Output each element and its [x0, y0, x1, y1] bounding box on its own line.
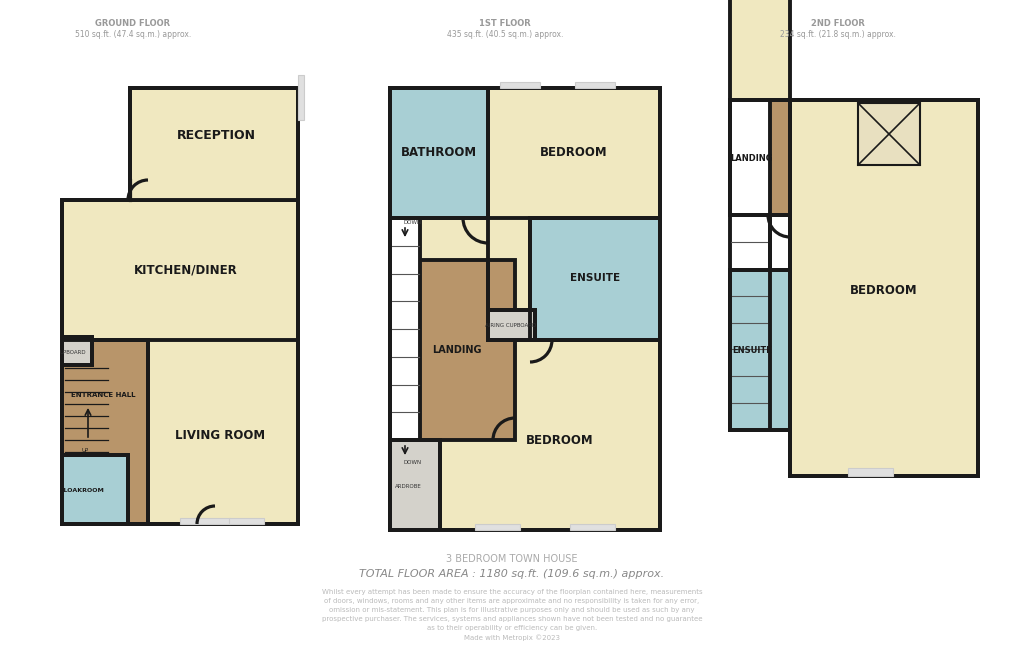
- Bar: [62, 340, 148, 524]
- Bar: [62, 340, 148, 524]
- Text: RECEPTION: RECEPTION: [176, 128, 256, 142]
- Bar: [62, 200, 298, 524]
- Bar: [390, 88, 488, 218]
- Text: KITCHEN/DINER: KITCHEN/DINER: [134, 263, 238, 277]
- Text: ENTRANCE HALL: ENTRANCE HALL: [71, 392, 135, 398]
- Bar: [62, 455, 128, 524]
- Bar: [390, 260, 515, 440]
- Bar: [130, 88, 298, 200]
- Bar: [730, 0, 790, 100]
- Bar: [488, 310, 535, 340]
- Text: BATHROOM: BATHROOM: [401, 146, 477, 158]
- Text: ARDROBE: ARDROBE: [394, 485, 421, 489]
- Text: TOTAL FLOOR AREA : 1180 sq.ft. (109.6 sq.m.) approx.: TOTAL FLOOR AREA : 1180 sq.ft. (109.6 sq…: [359, 569, 665, 579]
- Text: GROUND FLOOR: GROUND FLOOR: [95, 19, 171, 28]
- Text: BEDROOM: BEDROOM: [541, 146, 608, 158]
- Bar: [530, 218, 660, 340]
- Bar: [62, 337, 92, 365]
- Bar: [475, 524, 520, 530]
- Text: Whilst every attempt has been made to ensure the accuracy of the floorplan conta: Whilst every attempt has been made to en…: [322, 589, 702, 641]
- Text: LANDING: LANDING: [731, 154, 773, 162]
- Bar: [730, 270, 790, 430]
- Text: 234 sq.ft. (21.8 sq.m.) approx.: 234 sq.ft. (21.8 sq.m.) approx.: [780, 30, 896, 39]
- Text: DOWN: DOWN: [403, 220, 422, 224]
- Bar: [62, 455, 128, 524]
- Bar: [298, 75, 304, 120]
- Bar: [62, 337, 92, 365]
- Bar: [570, 524, 615, 530]
- Text: 1ST FLOOR: 1ST FLOOR: [479, 19, 530, 28]
- Bar: [575, 82, 615, 88]
- Text: LIVING ROOM: LIVING ROOM: [175, 428, 265, 442]
- Bar: [858, 103, 920, 165]
- Bar: [390, 218, 420, 440]
- Bar: [390, 440, 440, 530]
- Bar: [848, 468, 893, 476]
- Text: ENSUITE: ENSUITE: [570, 273, 621, 283]
- Text: ENSUITE: ENSUITE: [732, 346, 772, 354]
- Bar: [790, 100, 978, 476]
- Bar: [229, 518, 264, 524]
- Bar: [180, 518, 230, 524]
- Text: BEDROOM: BEDROOM: [526, 434, 594, 446]
- Text: UPBOARD: UPBOARD: [59, 350, 86, 354]
- Text: 435 sq.ft. (40.5 sq.m.) approx.: 435 sq.ft. (40.5 sq.m.) approx.: [446, 30, 563, 39]
- Bar: [390, 88, 660, 530]
- Text: AIRING CUPBOARD: AIRING CUPBOARD: [485, 322, 537, 328]
- Bar: [730, 100, 790, 215]
- Text: 3 BEDROOM TOWN HOUSE: 3 BEDROOM TOWN HOUSE: [446, 554, 578, 564]
- Text: DOWN: DOWN: [403, 459, 422, 465]
- Bar: [790, 100, 978, 476]
- Bar: [390, 88, 660, 530]
- Text: BEDROOM: BEDROOM: [850, 283, 918, 297]
- Bar: [500, 82, 540, 88]
- Bar: [390, 440, 440, 530]
- Bar: [730, 270, 790, 430]
- Text: UP: UP: [81, 448, 89, 453]
- Bar: [730, 215, 770, 430]
- Text: LANDING: LANDING: [432, 345, 481, 355]
- Text: CLOAKROOM: CLOAKROOM: [59, 487, 104, 493]
- Bar: [770, 100, 790, 215]
- Text: 510 sq.ft. (47.4 sq.m.) approx.: 510 sq.ft. (47.4 sq.m.) approx.: [75, 30, 191, 39]
- Bar: [488, 310, 535, 340]
- Text: 2ND FLOOR: 2ND FLOOR: [811, 19, 865, 28]
